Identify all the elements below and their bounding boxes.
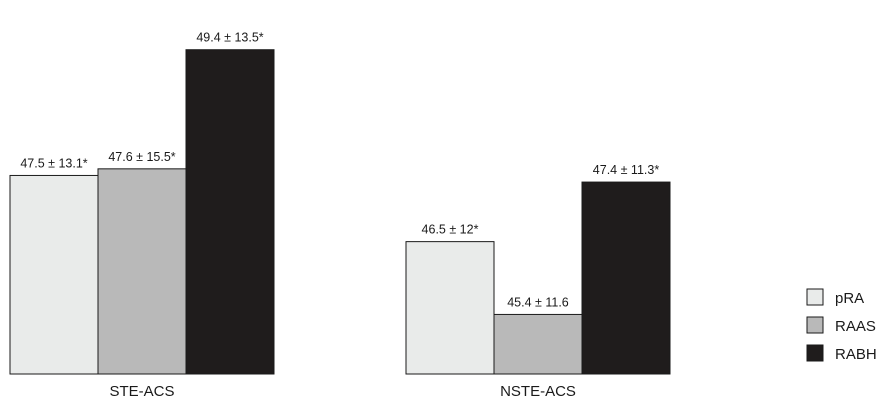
bar-ste-acs-rabh [185,49,275,375]
bar-nste-acs-rabh [581,181,671,375]
data-label-ste-acs-pra: 47.5 ± 13.1* [20,156,87,170]
legend-swatch-rabh [806,344,824,362]
data-label-nste-acs-pra: 46.5 ± 12* [422,223,479,237]
legend-swatch-pra [806,288,824,306]
category-label-nste-acs: NSTE-ACS [500,383,576,400]
legend-label-rabh: RABH [835,346,877,363]
bar-nste-acs-raas [493,313,583,375]
data-label-ste-acs-rabh: 49.4 ± 13.5* [196,31,263,45]
legend-label-raas: RAAS [835,318,876,335]
bar-ste-acs-raas [97,168,187,375]
bars-layer [9,49,671,375]
category-labels-layer: STE-ACS NSTE-ACS [109,383,575,400]
legend-label-pra: pRA [835,290,864,307]
data-label-nste-acs-raas: 45.4 ± 11.6 [507,295,569,309]
legend: pRA RAAS RABH [806,288,877,363]
legend-item-raas: RAAS [806,316,876,335]
data-label-ste-acs-raas: 47.6 ± 15.5* [108,150,175,164]
legend-swatch-raas [806,316,824,334]
legend-item-rabh: RABH [806,344,877,363]
legend-item-pra: pRA [806,288,864,307]
data-labels-layer: 47.5 ± 13.1* 47.6 ± 15.5* 49.4 ± 13.5* 46.5… [20,31,659,310]
bar-ste-acs-pra [9,174,99,375]
category-label-ste-acs: STE-ACS [109,383,174,400]
bar-nste-acs-pra [405,241,495,375]
data-label-nste-acs-rabh: 47.4 ± 11.3* [593,163,660,177]
